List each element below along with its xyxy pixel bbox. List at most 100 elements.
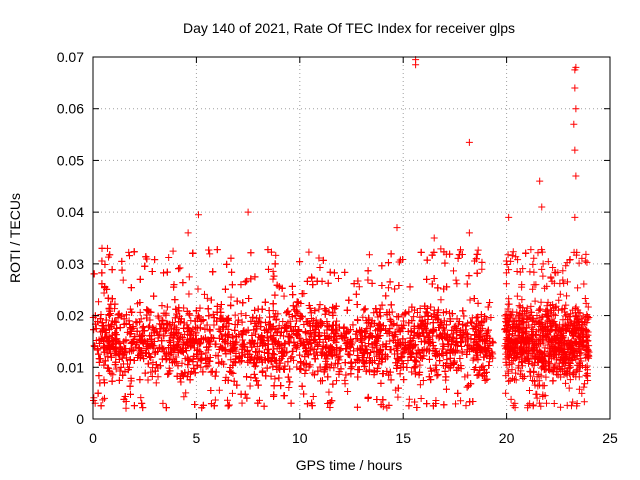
data-point: [422, 308, 430, 316]
data-point: [271, 375, 279, 383]
data-point: [123, 328, 131, 336]
data-point: [272, 316, 280, 324]
data-point: [223, 260, 231, 268]
data-point: [189, 249, 197, 257]
data-point: [177, 333, 185, 341]
data-point: [238, 399, 246, 407]
data-point: [469, 398, 477, 406]
data-point: [425, 373, 433, 381]
data-point: [269, 275, 277, 283]
data-point: [245, 295, 253, 303]
data-point: [309, 369, 317, 377]
data-point: [139, 323, 147, 331]
data-point: [228, 268, 236, 276]
data-point: [408, 349, 416, 357]
data-point: [248, 331, 256, 339]
data-point: [232, 352, 240, 360]
data-point: [459, 307, 467, 315]
data-point: [243, 373, 251, 381]
data-point: [526, 367, 534, 375]
data-point: [423, 256, 431, 264]
data-point: [419, 376, 427, 384]
data-point: [227, 368, 235, 376]
data-point: [185, 273, 193, 281]
data-point: [580, 280, 588, 288]
data-point: [90, 270, 98, 278]
data-point: [384, 259, 392, 267]
data-point: [197, 363, 205, 371]
data-point: [378, 355, 386, 363]
data-point: [127, 284, 135, 292]
data-point: [473, 269, 481, 277]
data-point: [459, 321, 467, 329]
data-point: [270, 382, 278, 390]
data-point: [298, 290, 306, 298]
data-point: [378, 262, 386, 270]
data-point: [452, 276, 460, 284]
data-point: [423, 400, 431, 408]
data-point: [316, 264, 324, 272]
data-point: [310, 371, 318, 379]
data-point: [426, 364, 434, 372]
data-point: [252, 348, 260, 356]
data-point: [395, 281, 403, 289]
data-point: [147, 354, 155, 362]
data-point: [316, 301, 324, 309]
data-point: [238, 352, 246, 360]
data-point: [264, 246, 272, 254]
data-point: [458, 349, 466, 357]
data-point: [160, 269, 168, 277]
data-point: [130, 357, 138, 365]
data-point: [163, 268, 171, 276]
data-point: [125, 317, 133, 325]
data-point: [284, 358, 292, 366]
data-point: [539, 272, 547, 280]
data-point: [308, 274, 316, 282]
data-point: [297, 366, 305, 374]
data-point: [281, 392, 289, 400]
data-point: [442, 308, 450, 316]
data-point: [345, 296, 353, 304]
data-point: [95, 355, 103, 363]
data-point: [317, 348, 325, 356]
data-point: [233, 297, 241, 305]
data-point: [309, 281, 317, 289]
data-point: [556, 290, 564, 298]
data-point: [294, 298, 302, 306]
data-point: [430, 274, 438, 282]
data-point: [364, 276, 372, 284]
data-point: [337, 344, 345, 352]
data-point: [543, 399, 551, 407]
data-point: [563, 292, 571, 300]
data-point: [306, 330, 314, 338]
data-point: [154, 334, 162, 342]
data-point: [464, 371, 472, 379]
data-point: [269, 350, 277, 358]
data-point: [341, 268, 349, 276]
data-point: [118, 266, 126, 274]
data-point: [246, 382, 254, 390]
data-point: [450, 267, 458, 275]
data-point: [109, 371, 117, 379]
data-point: [350, 347, 358, 355]
data-point: [165, 337, 173, 345]
data-point: [290, 356, 298, 364]
data-point: [207, 296, 215, 304]
data-point: [529, 260, 537, 268]
data-point: [347, 359, 355, 367]
data-point: [136, 345, 144, 353]
data-point: [108, 377, 116, 385]
data-point: [305, 248, 313, 256]
data-point: [427, 303, 435, 311]
data-point: [289, 302, 297, 310]
data-point: [400, 376, 408, 384]
data-point: [487, 314, 495, 322]
data-point: [463, 383, 471, 391]
data-point: [384, 284, 392, 292]
data-point: [165, 254, 173, 262]
data-point: [300, 390, 308, 398]
data-point: [386, 325, 394, 333]
data-point: [393, 321, 401, 329]
data-point: [94, 389, 102, 397]
data-point: [256, 314, 264, 322]
